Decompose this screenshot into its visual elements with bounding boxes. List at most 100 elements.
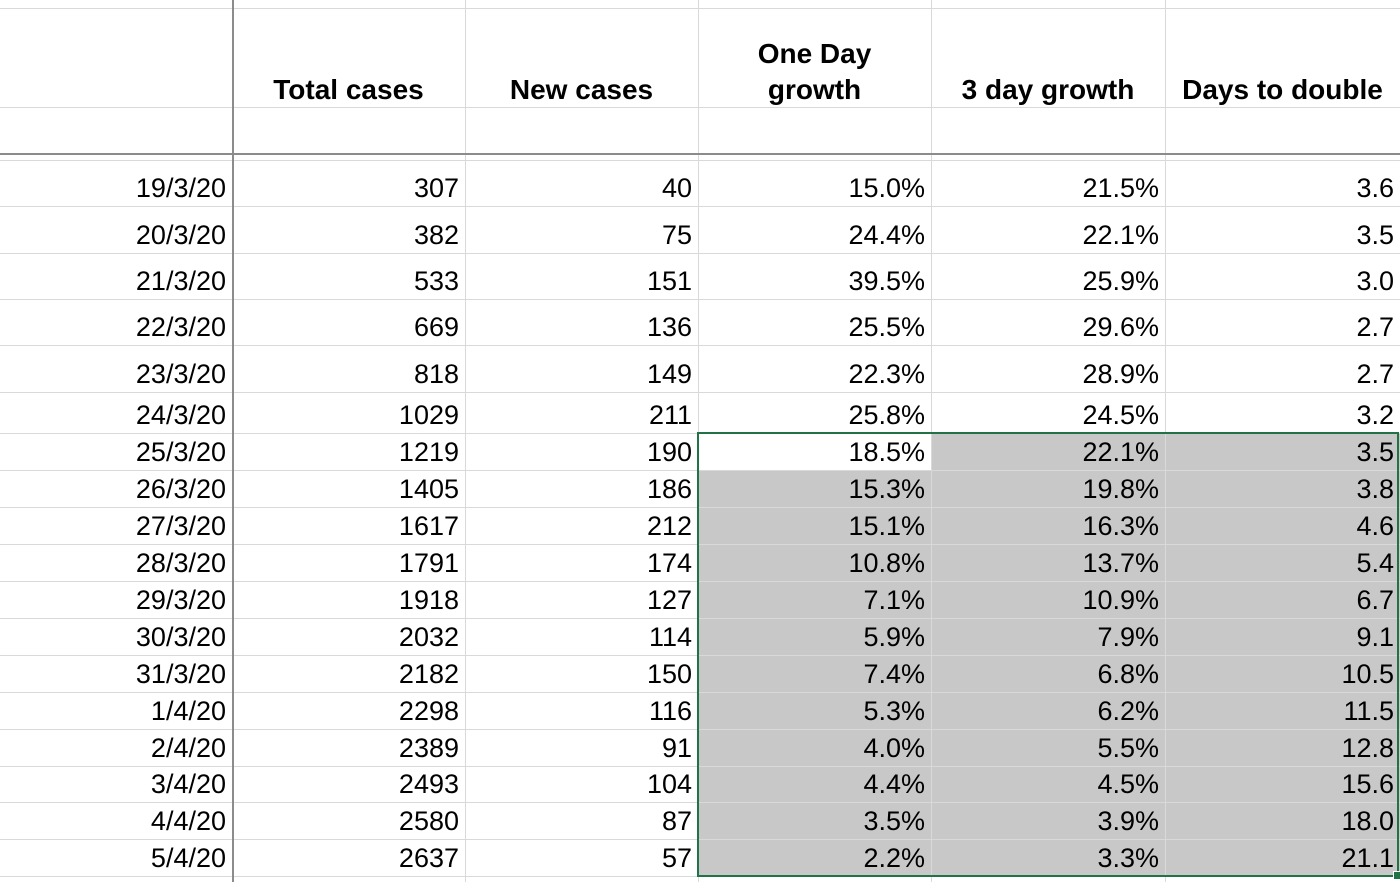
header-date[interactable]	[0, 72, 232, 108]
cell-three-day-growth[interactable]: 29.6%	[1082, 312, 1159, 342]
cell-one-day-growth[interactable]: 10.8%	[848, 548, 925, 578]
cell-new-cases[interactable]: 127	[646, 585, 692, 615]
cell-total-cases[interactable]: 2637	[398, 843, 459, 873]
cell-total-cases[interactable]: 2580	[398, 806, 459, 836]
cell-days-to-double[interactable]: 3.5	[1356, 220, 1394, 250]
cell-date[interactable]: 31/3/20	[135, 659, 226, 689]
cell-date[interactable]: 20/3/20	[135, 220, 226, 250]
cell-new-cases[interactable]: 149	[646, 359, 692, 389]
cell-date[interactable]: 29/3/20	[135, 585, 226, 615]
cell-days-to-double[interactable]: 4.6	[1356, 511, 1394, 541]
cell-total-cases[interactable]: 1791	[398, 548, 459, 578]
cell-three-day-growth[interactable]: 5.5%	[1097, 733, 1159, 763]
cell-three-day-growth[interactable]: 6.2%	[1097, 696, 1159, 726]
cell-three-day-growth[interactable]: 22.1%	[1082, 437, 1159, 467]
cell-date[interactable]: 1/4/20	[150, 696, 226, 726]
cell-three-day-growth[interactable]: 19.8%	[1082, 474, 1159, 504]
cell-new-cases[interactable]: 151	[646, 266, 692, 296]
cell-one-day-growth[interactable]: 22.3%	[848, 359, 925, 389]
cell-new-cases[interactable]: 40	[661, 173, 692, 203]
cell-three-day-growth[interactable]: 6.8%	[1097, 659, 1159, 689]
cell-one-day-growth[interactable]: 3.5%	[863, 806, 925, 836]
cell-date[interactable]: 24/3/20	[135, 400, 226, 430]
cell-new-cases[interactable]: 186	[646, 474, 692, 504]
header-total-cases[interactable]: Total cases	[273, 74, 424, 105]
cell-date[interactable]: 28/3/20	[135, 548, 226, 578]
cell-total-cases[interactable]: 1617	[398, 511, 459, 541]
cell-three-day-growth[interactable]: 28.9%	[1082, 359, 1159, 389]
cell-date[interactable]: 4/4/20	[150, 806, 226, 836]
cell-one-day-growth[interactable]: 7.1%	[863, 585, 925, 615]
cell-total-cases[interactable]: 669	[413, 312, 459, 342]
cell-one-day-growth[interactable]: 15.0%	[848, 173, 925, 203]
cell-one-day-growth[interactable]: 7.4%	[863, 659, 925, 689]
cell-date[interactable]: 19/3/20	[135, 173, 226, 203]
cell-three-day-growth[interactable]: 3.3%	[1097, 843, 1159, 873]
cell-date[interactable]: 5/4/20	[150, 843, 226, 873]
header-three-day-growth[interactable]: 3 day growth	[961, 74, 1135, 105]
cell-total-cases[interactable]: 533	[413, 266, 459, 296]
cell-days-to-double[interactable]: 11.5	[1343, 696, 1394, 726]
cell-days-to-double[interactable]: 2.7	[1356, 312, 1394, 342]
cell-one-day-growth[interactable]: 15.3%	[848, 474, 925, 504]
cell-date[interactable]: 25/3/20	[135, 437, 226, 467]
cell-date[interactable]: 22/3/20	[135, 312, 226, 342]
cell-total-cases[interactable]: 2493	[398, 769, 459, 799]
cell-one-day-growth[interactable]: 18.5%	[848, 437, 925, 467]
cell-new-cases[interactable]: 104	[646, 769, 692, 799]
cell-total-cases[interactable]: 1918	[398, 585, 459, 615]
cell-days-to-double[interactable]: 12.8	[1341, 733, 1394, 763]
cell-new-cases[interactable]: 211	[648, 400, 692, 430]
cell-date[interactable]: 26/3/20	[135, 474, 226, 504]
header-new-cases[interactable]: New cases	[509, 74, 654, 105]
cell-one-day-growth[interactable]: 4.0%	[863, 733, 925, 763]
cell-total-cases[interactable]: 2298	[398, 696, 459, 726]
cell-date[interactable]: 27/3/20	[135, 511, 226, 541]
cell-one-day-growth[interactable]: 25.5%	[848, 312, 925, 342]
cell-one-day-growth[interactable]: 2.2%	[863, 843, 925, 873]
cell-one-day-growth[interactable]: 25.8%	[848, 400, 925, 430]
cell-total-cases[interactable]: 818	[413, 359, 459, 389]
cell-new-cases[interactable]: 150	[646, 659, 692, 689]
cell-days-to-double[interactable]: 6.7	[1356, 585, 1394, 615]
cell-total-cases[interactable]: 2182	[398, 659, 459, 689]
cell-total-cases[interactable]: 2032	[398, 622, 459, 652]
cell-three-day-growth[interactable]: 10.9%	[1082, 585, 1159, 615]
cell-new-cases[interactable]: 57	[661, 843, 692, 873]
cell-date[interactable]: 3/4/20	[150, 769, 226, 799]
cell-one-day-growth[interactable]: 5.9%	[863, 622, 925, 652]
cell-one-day-growth[interactable]: 39.5%	[848, 266, 925, 296]
cell-days-to-double[interactable]: 9.1	[1356, 622, 1394, 652]
cell-days-to-double[interactable]: 3.0	[1356, 266, 1394, 296]
cell-one-day-growth[interactable]: 24.4%	[848, 220, 925, 250]
cell-days-to-double[interactable]: 3.8	[1356, 474, 1394, 504]
cell-one-day-growth[interactable]: 5.3%	[863, 696, 925, 726]
cell-total-cases[interactable]: 1405	[398, 474, 459, 504]
cell-days-to-double[interactable]: 3.6	[1356, 173, 1394, 203]
cell-new-cases[interactable]: 190	[646, 437, 692, 467]
cell-new-cases[interactable]: 87	[661, 806, 692, 836]
cell-days-to-double[interactable]: 3.5	[1356, 437, 1394, 467]
cell-three-day-growth[interactable]: 22.1%	[1082, 220, 1159, 250]
header-one-day-growth[interactable]: One Day growth	[757, 38, 872, 105]
cell-new-cases[interactable]: 136	[646, 312, 692, 342]
cell-new-cases[interactable]: 114	[648, 622, 692, 652]
cell-one-day-growth[interactable]: 15.1%	[848, 511, 925, 541]
cell-total-cases[interactable]: 307	[413, 173, 459, 203]
cell-new-cases[interactable]: 75	[661, 220, 692, 250]
cell-new-cases[interactable]: 91	[661, 733, 692, 763]
cell-days-to-double[interactable]: 15.6	[1341, 769, 1394, 799]
cell-days-to-double[interactable]: 5.4	[1356, 548, 1394, 578]
fill-handle[interactable]	[1393, 871, 1400, 880]
cell-one-day-growth[interactable]: 4.4%	[863, 769, 925, 799]
cell-new-cases[interactable]: 212	[646, 511, 692, 541]
cell-three-day-growth[interactable]: 13.7%	[1082, 548, 1159, 578]
cell-three-day-growth[interactable]: 7.9%	[1097, 622, 1159, 652]
cell-three-day-growth[interactable]: 4.5%	[1097, 769, 1159, 799]
cell-total-cases[interactable]: 2389	[398, 733, 459, 763]
cell-total-cases[interactable]: 1219	[398, 437, 459, 467]
cell-three-day-growth[interactable]: 25.9%	[1082, 266, 1159, 296]
cell-three-day-growth[interactable]: 21.5%	[1082, 173, 1159, 203]
cell-new-cases[interactable]: 174	[646, 548, 692, 578]
cell-total-cases[interactable]: 382	[413, 220, 459, 250]
